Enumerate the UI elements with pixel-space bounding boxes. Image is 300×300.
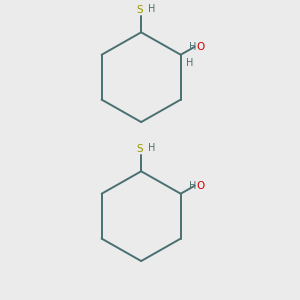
Text: O: O — [196, 42, 204, 52]
Text: H: H — [148, 4, 155, 14]
Text: S: S — [136, 5, 143, 15]
Text: H: H — [148, 143, 155, 153]
Text: H: H — [189, 42, 196, 52]
Text: S: S — [136, 144, 143, 154]
Text: O: O — [196, 181, 204, 191]
Text: H: H — [186, 58, 194, 68]
Text: H: H — [189, 181, 196, 191]
